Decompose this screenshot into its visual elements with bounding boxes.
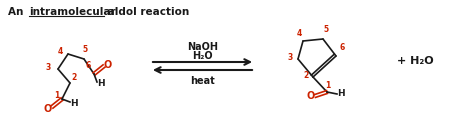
Text: aldol reaction: aldol reaction (104, 7, 189, 17)
Text: 5: 5 (82, 45, 88, 55)
Text: H₂O: H₂O (192, 51, 213, 61)
Text: O: O (104, 60, 112, 70)
Text: H: H (337, 89, 345, 99)
Text: H: H (70, 99, 78, 108)
Text: 5: 5 (323, 25, 328, 35)
Text: 6: 6 (339, 44, 345, 52)
Text: O: O (44, 104, 52, 114)
Text: 1: 1 (325, 82, 331, 91)
Text: 1: 1 (55, 91, 60, 99)
Text: H: H (97, 79, 105, 88)
Text: 2: 2 (303, 71, 309, 79)
Text: + H₂O: + H₂O (397, 56, 433, 66)
Text: 3: 3 (46, 62, 51, 72)
Text: 6: 6 (85, 61, 91, 69)
Text: NaOH: NaOH (187, 42, 218, 52)
Text: heat: heat (190, 76, 215, 86)
Text: intramolecular: intramolecular (29, 7, 116, 17)
Text: 2: 2 (72, 73, 77, 82)
Text: An: An (8, 7, 27, 17)
Text: O: O (307, 91, 315, 101)
Text: 4: 4 (296, 28, 301, 38)
Text: 3: 3 (287, 52, 292, 62)
Text: 4: 4 (57, 48, 63, 56)
